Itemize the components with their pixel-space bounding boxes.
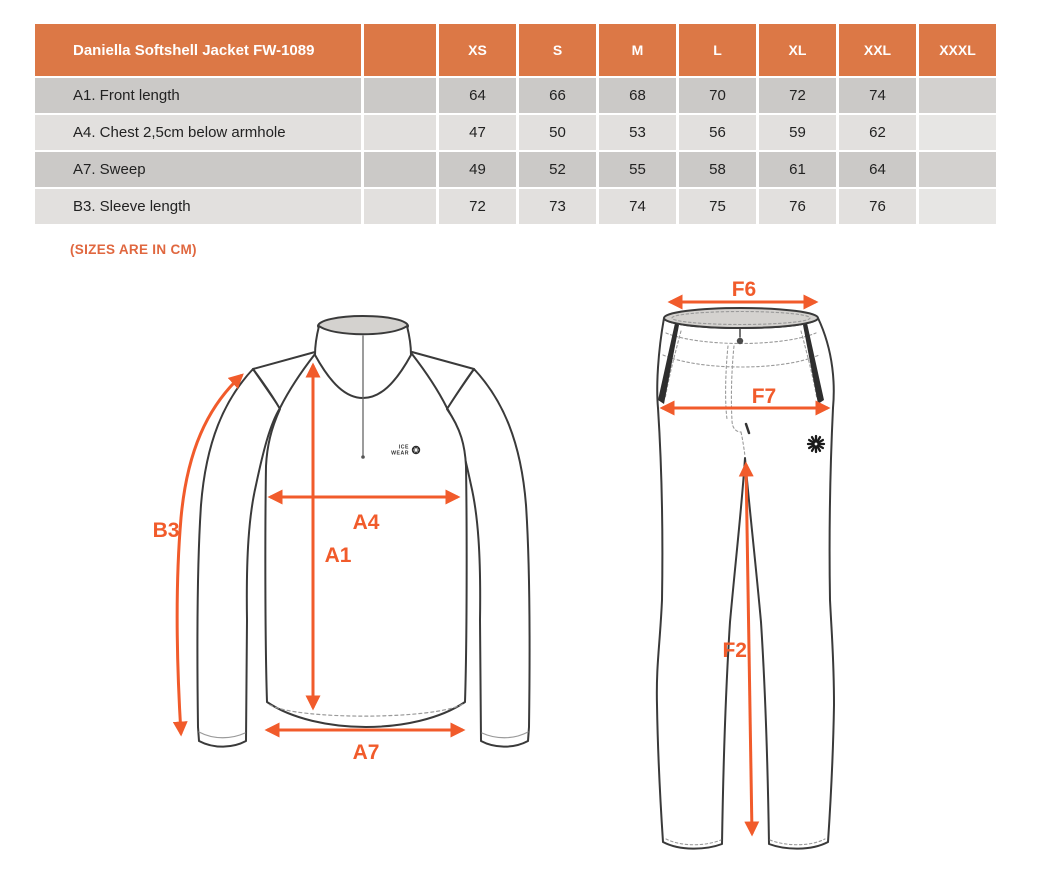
size-value-cell: 61	[759, 152, 836, 187]
size-value-cell: 64	[439, 78, 516, 113]
pocket-left	[658, 323, 679, 404]
size-value-cell	[919, 189, 996, 224]
size-value-cell: 52	[519, 152, 596, 187]
size-value-cell: 75	[679, 189, 756, 224]
size-value-cell: 74	[599, 189, 676, 224]
table-row-chest: A4. Chest 2,5cm below armhole 47 50 53 5…	[35, 115, 996, 150]
table-title: Daniella Softshell Jacket FW-1089	[35, 24, 361, 76]
measurement-label-f6: F6	[732, 278, 757, 301]
row-label: A7. Sweep	[35, 152, 361, 187]
size-value-cell: 49	[439, 152, 516, 187]
pocket-right	[803, 323, 824, 404]
snowflake-icon	[806, 434, 826, 454]
size-value-cell: 47	[439, 115, 516, 150]
size-value-cell: 53	[599, 115, 676, 150]
row-label: B3. Sleeve length	[35, 189, 361, 224]
row-label: A1. Front length	[35, 78, 361, 113]
spacer-cell	[364, 189, 436, 224]
size-value-cell: 59	[759, 115, 836, 150]
size-value-cell: 64	[839, 152, 916, 187]
measurement-label-a7: A7	[353, 741, 380, 764]
size-column-header-s: S	[519, 24, 596, 76]
size-value-cell	[919, 78, 996, 113]
size-value-cell: 56	[679, 115, 756, 150]
arrow-b3-sleeve	[172, 373, 244, 737]
measurement-label-f7: F7	[752, 385, 777, 408]
snowflake-icon	[411, 445, 421, 455]
measurement-label-a4: A4	[353, 511, 380, 534]
size-value-cell: 58	[679, 152, 756, 187]
spacer-cell	[364, 152, 436, 187]
size-value-cell: 68	[599, 78, 676, 113]
measurement-label-b3: B3	[153, 519, 180, 542]
pants-outline	[655, 307, 835, 850]
size-chart-table: Daniella Softshell Jacket FW-1089 XS S M…	[32, 22, 999, 226]
size-value-cell: 55	[599, 152, 676, 187]
size-value-cell	[919, 115, 996, 150]
arrow-f2-inseam	[738, 461, 760, 837]
table-row-front-length: A1. Front length 64 66 68 70 72 74	[35, 78, 996, 113]
size-value-cell: 76	[839, 189, 916, 224]
size-value-cell: 66	[519, 78, 596, 113]
measurement-label-f2: F2	[722, 639, 747, 662]
spacer-column-header	[364, 24, 436, 76]
spacer-cell	[364, 115, 436, 150]
icewear-logo: ICE WEAR	[391, 445, 421, 457]
size-value-cell	[919, 152, 996, 187]
table-row-sweep: A7. Sweep 49 52 55 58 61 64	[35, 152, 996, 187]
size-value-cell: 70	[679, 78, 756, 113]
row-label: A4. Chest 2,5cm below armhole	[35, 115, 361, 150]
svg-text:ICE: ICE	[399, 445, 409, 451]
spacer-cell	[364, 78, 436, 113]
size-column-header-xl: XL	[759, 24, 836, 76]
size-value-cell: 72	[759, 78, 836, 113]
size-column-header-xxxl: XXXL	[919, 24, 996, 76]
table-header-row: Daniella Softshell Jacket FW-1089 XS S M…	[35, 24, 996, 76]
size-value-cell: 50	[519, 115, 596, 150]
table-row-sleeve-length: B3. Sleeve length 72 73 74 75 76 76	[35, 189, 996, 224]
jacket-diagram: ICE WEAR B3 A4 A1 A7	[153, 315, 531, 764]
size-value-cell: 76	[759, 189, 836, 224]
measurement-label-a1: A1	[325, 544, 352, 567]
size-value-cell: 73	[519, 189, 596, 224]
size-value-cell: 74	[839, 78, 916, 113]
size-value-cell: 72	[439, 189, 516, 224]
button	[736, 337, 744, 345]
zipper	[361, 335, 365, 459]
size-value-cell: 62	[839, 115, 916, 150]
svg-text:WEAR: WEAR	[391, 451, 409, 457]
units-note: (SIZES ARE IN CM)	[70, 242, 197, 257]
size-column-header-xxl: XXL	[839, 24, 916, 76]
size-column-header-l: L	[679, 24, 756, 76]
pants-diagram: F6 F7 F2	[655, 278, 835, 850]
size-column-header-m: M	[599, 24, 676, 76]
size-column-header-xs: XS	[439, 24, 516, 76]
